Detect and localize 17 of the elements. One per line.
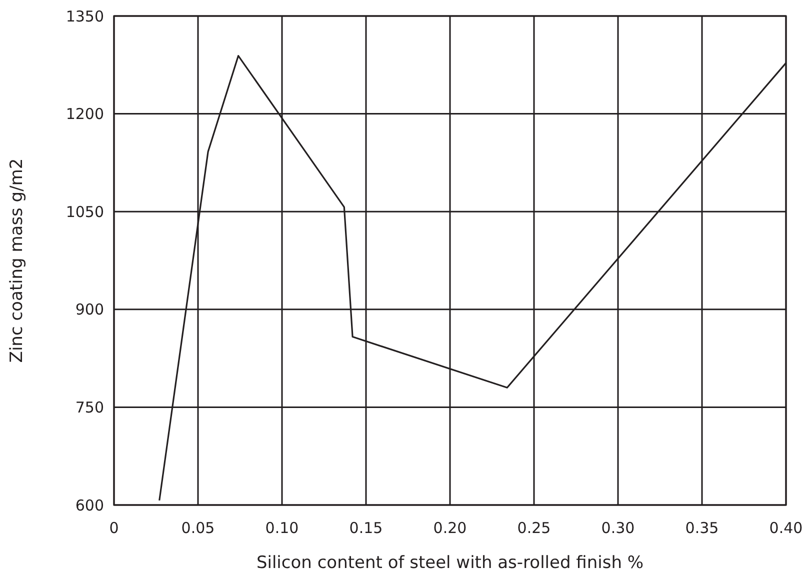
x-tick-label: 0.05 xyxy=(181,519,215,537)
x-tick-label: 0.20 xyxy=(433,519,467,537)
y-tick-label: 600 xyxy=(75,496,104,514)
x-tick-label: 0.25 xyxy=(517,519,551,537)
y-tick-label: 1050 xyxy=(66,202,104,221)
y-tick-label: 1350 xyxy=(66,7,104,26)
y-tick-label: 750 xyxy=(75,398,104,416)
x-axis-title: Silicon content of steel with as-rolled finish % xyxy=(256,553,644,573)
y-axis-title: Zinc coating mass g/m2 xyxy=(7,158,27,363)
y-tick-label: 1200 xyxy=(66,105,104,124)
x-tick-label: 0.15 xyxy=(349,519,383,537)
x-tick-label: 0 xyxy=(109,519,119,537)
x-tick-label: 0.35 xyxy=(685,519,719,537)
x-tick-label: 0.30 xyxy=(601,519,635,537)
x-tick-label: 0.40 xyxy=(769,519,803,537)
x-tick-label: 0.10 xyxy=(265,519,299,537)
y-tick-label: 900 xyxy=(75,300,104,319)
